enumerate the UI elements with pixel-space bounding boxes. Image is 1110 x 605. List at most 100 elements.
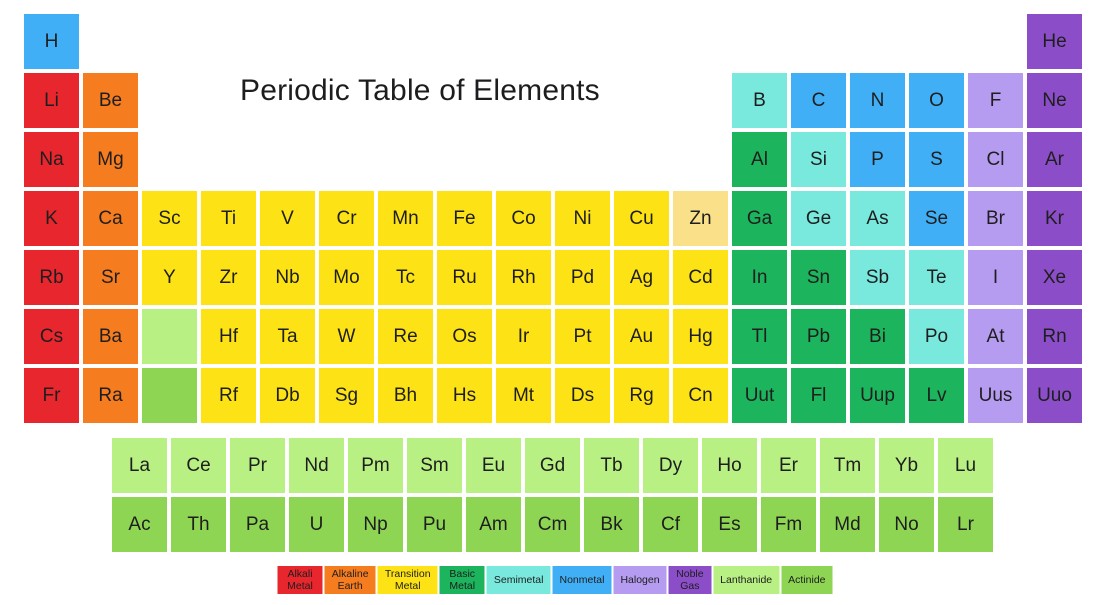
element-cell-Ra: Ra [83, 368, 138, 423]
element-cell-Ne: Ne [1027, 73, 1082, 128]
element-cell-Ta: Ta [260, 309, 315, 364]
element-cell-F: F [968, 73, 1023, 128]
element-cell-Li: Li [24, 73, 79, 128]
legend-item-alkali: Alkali Metal [277, 566, 323, 595]
legend-item-alkaline: Alkaline Earth [324, 566, 376, 595]
element-cell-P: P [850, 132, 905, 187]
element-cell-Tl: Tl [732, 309, 787, 364]
element-cell-No: No [879, 497, 934, 552]
element-cell-Ag: Ag [614, 250, 669, 305]
element-cell-Hs: Hs [437, 368, 492, 423]
element-cell-Rh: Rh [496, 250, 551, 305]
element-cell-Mo: Mo [319, 250, 374, 305]
legend-item-semimetal: Semimetal [486, 566, 551, 595]
legend-item-halogen: Halogen [613, 566, 667, 595]
element-cell-Am: Am [466, 497, 521, 552]
element-cell-Rf: Rf [201, 368, 256, 423]
placeholder-cell-lanthanide [142, 309, 197, 364]
element-cell-Pa: Pa [230, 497, 285, 552]
element-cell-Sr: Sr [83, 250, 138, 305]
element-cell-Bh: Bh [378, 368, 433, 423]
element-cell-Cs: Cs [24, 309, 79, 364]
element-cell-Si: Si [791, 132, 846, 187]
element-cell-Co: Co [496, 191, 551, 246]
element-cell-Ca: Ca [83, 191, 138, 246]
element-cell-In: In [732, 250, 787, 305]
element-cell-Yb: Yb [879, 438, 934, 493]
element-cell-I: I [968, 250, 1023, 305]
element-cell-Bi: Bi [850, 309, 905, 364]
legend-item-nonmetal: Nonmetal [552, 566, 612, 595]
element-cell-Uus: Uus [968, 368, 1023, 423]
element-cell-Xe: Xe [1027, 250, 1082, 305]
element-cell-Hf: Hf [201, 309, 256, 364]
element-cell-Mn: Mn [378, 191, 433, 246]
element-cell-V: V [260, 191, 315, 246]
element-cell-Pr: Pr [230, 438, 285, 493]
element-cell-Pu: Pu [407, 497, 462, 552]
element-cell-Fe: Fe [437, 191, 492, 246]
element-cell-Cl: Cl [968, 132, 1023, 187]
element-cell-Pm: Pm [348, 438, 403, 493]
element-cell-S: S [909, 132, 964, 187]
element-cell-Ho: Ho [702, 438, 757, 493]
element-cell-Zn: Zn [673, 191, 728, 246]
element-cell-Se: Se [909, 191, 964, 246]
element-cell-W: W [319, 309, 374, 364]
element-cell-La: La [112, 438, 167, 493]
element-cell-Md: Md [820, 497, 875, 552]
element-cell-K: K [24, 191, 79, 246]
element-cell-Db: Db [260, 368, 315, 423]
element-cell-Ac: Ac [112, 497, 167, 552]
element-cell-At: At [968, 309, 1023, 364]
element-cell-Pb: Pb [791, 309, 846, 364]
actinide-row: Ac Th Pa U Np Pu Am Cm Bk Cf Es Fm Md No Lr [112, 497, 993, 552]
element-cell-Au: Au [614, 309, 669, 364]
element-cell-Y: Y [142, 250, 197, 305]
element-cell-Sm: Sm [407, 438, 462, 493]
element-cell-Br: Br [968, 191, 1023, 246]
legend-item-basic: Basic Metal [439, 566, 485, 595]
legend-item-noble: Noble Gas [668, 566, 712, 595]
element-cell-Ba: Ba [83, 309, 138, 364]
element-cell-Rn: Rn [1027, 309, 1082, 364]
element-cell-Uut: Uut [732, 368, 787, 423]
element-cell-Tm: Tm [820, 438, 875, 493]
element-cell-Fl: Fl [791, 368, 846, 423]
page-title: Periodic Table of Elements [240, 74, 600, 107]
element-cell-Te: Te [909, 250, 964, 305]
element-cell-Os: Os [437, 309, 492, 364]
element-cell-Ce: Ce [171, 438, 226, 493]
element-cell-C: C [791, 73, 846, 128]
element-cell-Bk: Bk [584, 497, 639, 552]
element-cell-Sc: Sc [142, 191, 197, 246]
element-cell-Rg: Rg [614, 368, 669, 423]
placeholder-cell-actinide [142, 368, 197, 423]
element-cell-Po: Po [909, 309, 964, 364]
element-cell-Zr: Zr [201, 250, 256, 305]
element-cell-Kr: Kr [1027, 191, 1082, 246]
element-cell-Ir: Ir [496, 309, 551, 364]
element-cell-Rb: Rb [24, 250, 79, 305]
element-cell-Cu: Cu [614, 191, 669, 246]
legend: Alkali Metal Alkaline Earth Transition Met… [277, 566, 833, 595]
legend-item-transition: Transition Metal [377, 566, 438, 595]
element-cell-Hg: Hg [673, 309, 728, 364]
element-cell-Lr: Lr [938, 497, 993, 552]
element-cell-O: O [909, 73, 964, 128]
element-cell-N: N [850, 73, 905, 128]
element-cell-Er: Er [761, 438, 816, 493]
element-cell-Ga: Ga [732, 191, 787, 246]
element-cell-Tb: Tb [584, 438, 639, 493]
element-cell-B: B [732, 73, 787, 128]
element-cell-U: U [289, 497, 344, 552]
element-cell-Ru: Ru [437, 250, 492, 305]
element-cell-As: As [850, 191, 905, 246]
element-cell-Uuo: Uuo [1027, 368, 1082, 423]
element-cell-Cn: Cn [673, 368, 728, 423]
element-cell-Uup: Uup [850, 368, 905, 423]
element-cell-Tc: Tc [378, 250, 433, 305]
element-cell-He: He [1027, 14, 1082, 69]
element-cell-Mg: Mg [83, 132, 138, 187]
element-cell-Cm: Cm [525, 497, 580, 552]
